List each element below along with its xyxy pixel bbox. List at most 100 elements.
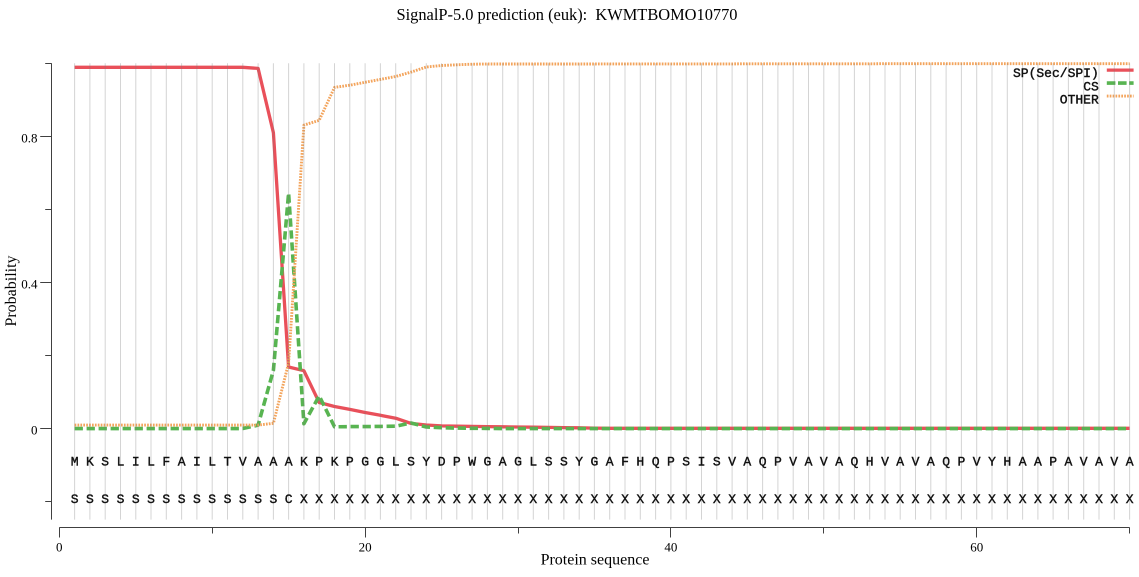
svg-text:X: X (529, 492, 537, 507)
svg-text:L: L (117, 454, 125, 469)
svg-text:V: V (1110, 454, 1118, 469)
svg-text:V: V (1080, 454, 1088, 469)
svg-text:V: V (820, 454, 828, 469)
svg-text:A: A (254, 454, 262, 469)
svg-text:X: X (1049, 492, 1057, 507)
svg-text:X: X (1019, 492, 1027, 507)
svg-text:P: P (774, 454, 782, 469)
svg-text:X: X (422, 492, 430, 507)
svg-text:P: P (957, 454, 965, 469)
svg-text:X: X (973, 492, 981, 507)
svg-text:A: A (285, 454, 293, 469)
svg-text:L: L (147, 454, 155, 469)
svg-text:V: V (789, 454, 797, 469)
svg-text:P: P (315, 454, 323, 469)
svg-text:20: 20 (359, 540, 372, 555)
svg-text:S: S (560, 454, 568, 469)
svg-text:V: V (239, 454, 247, 469)
svg-text:X: X (606, 492, 614, 507)
svg-text:C: C (285, 492, 293, 507)
svg-text:M: M (71, 454, 79, 469)
svg-text:SignalP-5.0 prediction (euk):: SignalP-5.0 prediction (euk): KWMTBOMO10… (397, 5, 738, 24)
svg-text:G: G (376, 454, 384, 469)
svg-text:F: F (621, 454, 629, 469)
svg-text:X: X (560, 492, 568, 507)
svg-text:0.8: 0.8 (21, 130, 37, 145)
svg-text:X: X (682, 492, 690, 507)
svg-text:X: X (652, 492, 660, 507)
svg-text:X: X (713, 492, 721, 507)
svg-text:X: X (392, 492, 400, 507)
svg-text:Y: Y (988, 454, 996, 469)
svg-text:60: 60 (970, 540, 983, 555)
svg-text:V: V (973, 454, 981, 469)
svg-text:A: A (606, 454, 614, 469)
svg-text:I: I (132, 454, 140, 469)
svg-text:S: S (86, 492, 94, 507)
svg-text:X: X (346, 492, 354, 507)
svg-text:V: V (912, 454, 920, 469)
svg-text:Probability: Probability (3, 255, 20, 326)
svg-text:X: X (805, 492, 813, 507)
svg-text:S: S (545, 454, 553, 469)
svg-text:S: S (132, 492, 140, 507)
svg-text:S: S (101, 492, 109, 507)
svg-text:X: X (331, 492, 339, 507)
svg-text:S: S (713, 454, 721, 469)
svg-text:0: 0 (56, 540, 63, 555)
svg-text:X: X (866, 492, 874, 507)
svg-text:SP(Sec/SPI): SP(Sec/SPI) (1013, 66, 1099, 81)
svg-text:X: X (759, 492, 767, 507)
svg-text:L: L (392, 454, 400, 469)
svg-text:G: G (483, 454, 491, 469)
svg-text:X: X (621, 492, 629, 507)
svg-text:X: X (835, 492, 843, 507)
svg-text:X: X (820, 492, 828, 507)
svg-text:X: X (774, 492, 782, 507)
svg-text:Y: Y (575, 454, 583, 469)
svg-text:S: S (101, 454, 109, 469)
svg-text:X: X (1126, 492, 1134, 507)
svg-text:V: V (881, 454, 889, 469)
svg-text:S: S (193, 492, 201, 507)
svg-text:X: X (407, 492, 415, 507)
svg-text:X: X (545, 492, 553, 507)
svg-text:S: S (208, 492, 216, 507)
svg-text:X: X (912, 492, 920, 507)
svg-text:H: H (866, 454, 874, 469)
svg-text:X: X (468, 492, 476, 507)
svg-text:X: X (698, 492, 706, 507)
svg-text:F: F (162, 454, 170, 469)
svg-text:A: A (743, 454, 751, 469)
svg-text:X: X (1110, 492, 1118, 507)
svg-text:X: X (590, 492, 598, 507)
svg-text:40: 40 (664, 540, 677, 555)
svg-text:A: A (896, 454, 904, 469)
svg-text:X: X (743, 492, 751, 507)
svg-text:S: S (269, 492, 277, 507)
svg-text:X: X (361, 492, 369, 507)
svg-text:X: X (483, 492, 491, 507)
svg-text:X: X (881, 492, 889, 507)
svg-text:X: X (376, 492, 384, 507)
svg-text:Q: Q (850, 454, 858, 469)
svg-text:Y: Y (422, 454, 430, 469)
svg-text:X: X (896, 492, 904, 507)
svg-text:T: T (224, 454, 232, 469)
svg-text:G: G (361, 454, 369, 469)
svg-text:S: S (239, 492, 247, 507)
svg-text:X: X (514, 492, 522, 507)
svg-text:V: V (728, 454, 736, 469)
svg-text:X: X (789, 492, 797, 507)
svg-text:A: A (269, 454, 277, 469)
svg-text:A: A (1064, 454, 1072, 469)
svg-text:X: X (1095, 492, 1103, 507)
svg-text:Q: Q (652, 454, 660, 469)
svg-text:X: X (988, 492, 996, 507)
svg-text:A: A (1034, 454, 1042, 469)
svg-text:A: A (1019, 454, 1027, 469)
svg-text:S: S (178, 492, 186, 507)
svg-text:0: 0 (31, 423, 38, 438)
svg-text:G: G (590, 454, 598, 469)
svg-text:I: I (193, 454, 201, 469)
